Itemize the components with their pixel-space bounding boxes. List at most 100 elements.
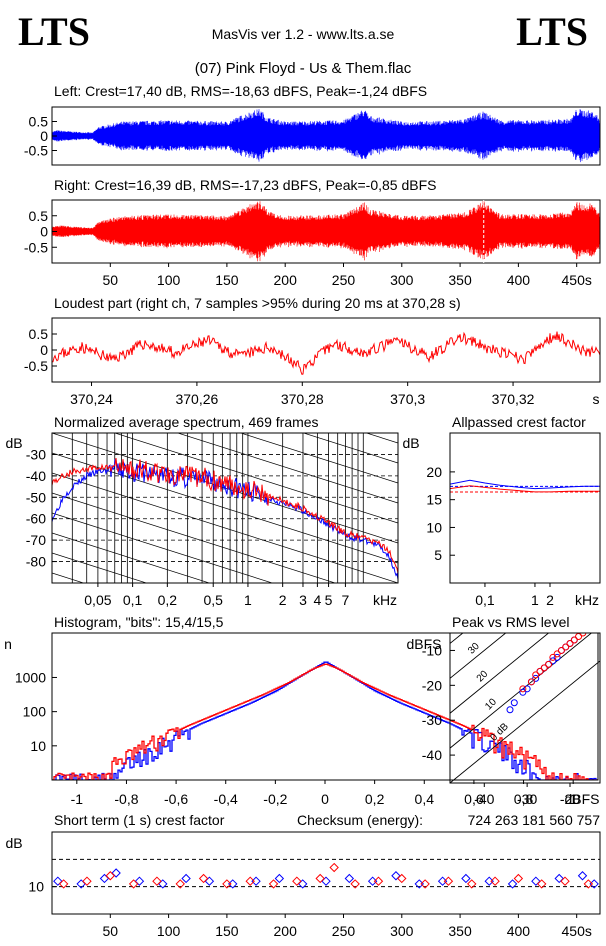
histogram-right-line xyxy=(52,663,598,780)
crest-xlabel: kHz xyxy=(575,592,599,608)
x-tick-label: 450s xyxy=(562,272,592,288)
short-crest-point-left xyxy=(554,873,564,884)
x-tick-label: -20 xyxy=(560,791,580,807)
peak-rms-point-right xyxy=(536,667,544,675)
spectrum-xlabel: kHz xyxy=(373,592,397,608)
short-crest-point-right xyxy=(350,879,360,889)
file-title: (07) Pink Floyd - Us & Them.flac xyxy=(194,60,412,77)
logo-left: LTS xyxy=(18,9,90,54)
loudest-part-plot-area xyxy=(52,331,600,376)
x-tick-label: 300 xyxy=(390,923,414,939)
short-crest-point-left xyxy=(251,876,261,886)
allpassed-crest-factor-plot-area xyxy=(450,479,600,493)
x-tick-label: 5 xyxy=(325,592,333,608)
peak-rms-point-right xyxy=(540,664,548,672)
y-tick-label: 0.5 xyxy=(29,326,49,342)
x-tick-label: 300 xyxy=(390,272,414,288)
short-crest-point-right xyxy=(420,879,430,889)
spectrum-slope-line xyxy=(52,452,398,564)
y-tick-label: 0.5 xyxy=(29,208,49,224)
x-tick-label: 350 xyxy=(448,272,472,288)
logo-right: LTS xyxy=(516,9,588,54)
right-waveform-panel: 0.50-0.5 Right: Crest=16,39 dB, RMS=-17,2… xyxy=(24,177,601,288)
x-tick-label: 2 xyxy=(279,592,287,608)
left-waveform-signal xyxy=(52,109,600,163)
left-waveform-panel: 0.50-0.5 Left: Crest=17,40 dB, RMS=-18,63… xyxy=(24,83,601,166)
spectrum-slope-line xyxy=(52,552,148,583)
y-tick-label: -80 xyxy=(26,554,46,570)
x-tick-label: 0,4 xyxy=(415,791,435,807)
spectrum-slope-line xyxy=(52,633,398,743)
histogram-title: Histogram, "bits": 15,4/15,5 xyxy=(54,614,224,630)
x-tick-label: 0,2 xyxy=(158,592,178,608)
short-crest-point-right xyxy=(58,879,69,889)
short-crest-point-right xyxy=(315,873,325,884)
y-tick-label: 100 xyxy=(23,704,47,720)
x-tick-label: 250 xyxy=(332,272,356,288)
histogram-ylabel: n xyxy=(4,636,12,652)
peak-rms-point-right xyxy=(579,633,587,637)
spectrum-slope-line xyxy=(52,593,398,703)
x-tick-label: 1 xyxy=(244,592,252,608)
y-tick-label: -0.5 xyxy=(24,358,48,374)
app-title: MasVis ver 1.2 - www.lts.a.se xyxy=(211,26,395,42)
short-crest-point-right xyxy=(373,876,384,886)
peak-rms-point-left xyxy=(549,657,557,665)
allpassed-crest-factor-title: Allpassed crest factor xyxy=(452,414,586,430)
spectrum-right-line xyxy=(52,458,398,574)
average-spectrum-plot-area xyxy=(52,433,398,763)
x-tick-label: -30 xyxy=(517,791,537,807)
peak-rms-point-left xyxy=(523,685,531,693)
spectrum-slope-line xyxy=(239,433,398,484)
short-crest-point-right xyxy=(175,879,185,889)
loudest-part-title: Loudest part (right ch, 7 samples >95% d… xyxy=(54,295,461,311)
spectrum-slope-line xyxy=(52,653,398,763)
y-tick-label: -10 xyxy=(422,642,442,658)
y-tick-label: -70 xyxy=(26,532,46,548)
y-tick-label: 0.5 xyxy=(29,114,49,130)
short-crest-point-right xyxy=(152,876,162,886)
y-tick-label: 5 xyxy=(434,547,442,563)
spectrum-slope-line xyxy=(113,433,398,524)
short-crest-point-right xyxy=(467,879,477,889)
short-term-crest-frame xyxy=(51,831,601,915)
peak-rms-point-right xyxy=(545,660,553,668)
short-term-crest-panel: Short term (1 s) crest factor Checksum (e… xyxy=(5,812,601,939)
crest-ylabel: dB xyxy=(402,435,419,451)
short-crest-point-right xyxy=(128,879,139,889)
short-crest-point-left xyxy=(181,873,191,884)
allpassed-crest-factor-panel: Allpassed crest factor dB 20 15 10 5 0,1 1 2 kHz xyxy=(402,414,601,608)
x-tick-label: -0,4 xyxy=(214,791,238,807)
peak-rms-point-left xyxy=(519,688,527,696)
y-tick-label: -0.5 xyxy=(24,239,48,255)
loudest-signal xyxy=(52,331,600,376)
spectrum-slope-line xyxy=(52,532,211,583)
peak-vs-rms-title: Peak vs RMS level xyxy=(452,614,569,630)
y-tick-label: -30 xyxy=(422,712,442,728)
short-crest-ylabel: dB xyxy=(5,835,22,851)
spectrum-slope-line xyxy=(176,433,398,504)
x-tick-label: -0,6 xyxy=(164,791,188,807)
x-tick-label: 1 xyxy=(569,791,577,807)
short-crest-point-right xyxy=(536,879,547,889)
peak-rms-point-right xyxy=(557,646,565,654)
y-tick-label: 10 xyxy=(426,519,442,535)
x-tick-label: 150 xyxy=(215,272,239,288)
x-tick-label: 370,26 xyxy=(175,391,218,407)
spectrum-ylabel: dB xyxy=(5,435,22,451)
short-crest-point-left xyxy=(507,879,518,889)
short-crest-point-right xyxy=(513,873,524,884)
short-crest-point-left xyxy=(344,873,355,884)
short-crest-point-right xyxy=(105,871,116,881)
short-crest-point-left xyxy=(437,876,448,886)
x-tick-label: 0 xyxy=(321,791,329,807)
right-waveform-signal xyxy=(52,201,600,262)
y-tick-label: -20 xyxy=(422,677,442,693)
y-tick-label: 15 xyxy=(426,492,442,508)
short-crest-point-left xyxy=(111,868,121,878)
histogram-plot-area xyxy=(52,661,598,780)
x-tick-label: 50 xyxy=(103,272,119,288)
short-crest-point-left xyxy=(53,876,63,886)
peak-rms-point-right xyxy=(532,671,540,679)
x-tick-label: -40 xyxy=(474,791,494,807)
